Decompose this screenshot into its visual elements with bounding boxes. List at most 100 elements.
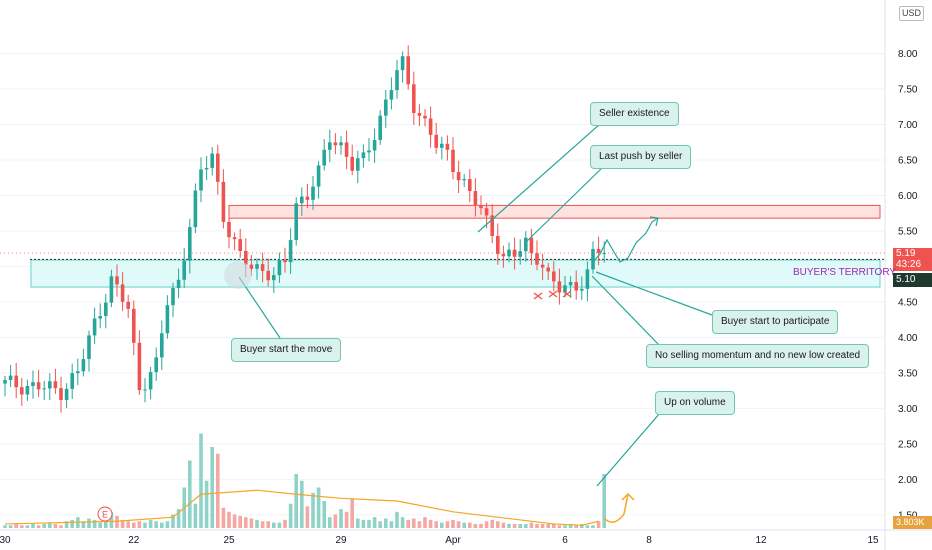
callout-last-push[interactable]: Last push by seller: [590, 145, 692, 169]
candle-body: [563, 285, 567, 293]
volume-bar: [255, 519, 259, 528]
volume-bar: [53, 523, 58, 528]
candle-body: [31, 382, 35, 386]
candle-body: [333, 142, 338, 146]
candle-body: [87, 335, 91, 360]
volume-ma-line: [4, 489, 599, 526]
volume-bar: [540, 523, 545, 528]
candles: [3, 45, 606, 413]
volume-bar: [137, 521, 142, 528]
candle-body: [59, 388, 63, 401]
callout-buyer-participate[interactable]: Buyer start to participate: [712, 310, 839, 334]
candle-body: [350, 156, 354, 171]
last-price-value: 5.19: [896, 248, 916, 259]
price-tick-label: 1.50: [898, 510, 918, 521]
candle-body: [412, 84, 416, 113]
volume-up-arrow: [603, 492, 635, 523]
volume-bar: [473, 523, 478, 528]
buyers-territory-label: BUYER'S TERRITORY: [793, 267, 897, 278]
volume-bar: [154, 521, 158, 528]
price-tick-label: 8.00: [898, 49, 918, 60]
volume-bar: [232, 514, 237, 528]
volume-bar: [176, 509, 181, 528]
candle-body: [272, 275, 276, 281]
price-tick-label: 4.00: [898, 333, 918, 344]
candle-body: [143, 389, 147, 391]
volume-bar: [98, 522, 102, 528]
volume-bar: [8, 525, 13, 528]
candle-body: [540, 264, 545, 268]
volume-bar: [417, 521, 422, 528]
candle-body: [395, 70, 399, 91]
last-price-tag: 5.19 43:26: [893, 248, 932, 271]
candle-body: [596, 248, 601, 254]
candle-body: [277, 260, 282, 276]
volume-bar: [31, 523, 35, 528]
volume-bar: [221, 507, 226, 528]
callout-buyer-move[interactable]: Buyer start the move: [231, 338, 342, 362]
candle-body: [496, 235, 500, 254]
candle-body: [204, 167, 209, 170]
price-tick-label: 6.50: [898, 155, 918, 166]
volume-bar: [322, 501, 326, 528]
volume-bar: [249, 518, 254, 528]
candle-body: [42, 388, 46, 390]
volume-bar: [580, 523, 584, 528]
candle-body: [316, 165, 321, 187]
price-tick-label: 2.50: [898, 439, 918, 450]
callout-up-volume[interactable]: Up on volume: [655, 391, 735, 415]
price-tick-label: 2.00: [898, 475, 918, 486]
callout-no-selling[interactable]: No selling momentum and no new low creat…: [646, 344, 870, 368]
volume-bar: [378, 521, 382, 528]
candle-body: [199, 169, 203, 191]
candle-body: [126, 301, 130, 309]
candle-body: [602, 252, 606, 254]
callout-seller-existence[interactable]: Seller existence: [590, 102, 679, 126]
currency-label[interactable]: USD: [899, 6, 925, 21]
candle-body: [132, 308, 136, 343]
candle-body: [518, 251, 522, 257]
price-tick-label: 7.50: [898, 84, 918, 95]
candle-body: [260, 264, 265, 271]
candle-body: [356, 158, 360, 171]
volume-bar: [406, 519, 410, 528]
candle-body: [165, 305, 170, 334]
volume-bar: [596, 521, 601, 528]
candle-body: [479, 205, 483, 209]
volume-bar: [507, 523, 511, 528]
candle-body: [182, 260, 186, 280]
time-tick-label: 6: [562, 535, 568, 546]
candle-body: [160, 333, 164, 358]
candle-body: [115, 276, 119, 285]
bar-countdown: 43:26: [896, 259, 922, 270]
volume-bar: [305, 506, 310, 528]
candle-body: [216, 153, 220, 182]
price-tick-label: 6.00: [898, 191, 918, 202]
candle-body: [81, 359, 86, 372]
volume-bar: [188, 460, 192, 528]
volume-bar: [115, 515, 119, 528]
volume-bar: [311, 492, 315, 528]
candle-body: [294, 203, 298, 241]
projection-arrow: [592, 217, 659, 263]
candle-body: [378, 115, 382, 140]
candle-body: [400, 56, 405, 71]
line-price-tag: 5.10: [893, 273, 932, 287]
earnings-marker[interactable]: [97, 506, 113, 522]
time-tick-label: Apr: [445, 535, 461, 546]
candle-body: [20, 387, 24, 395]
volume-bar: [266, 521, 270, 528]
candle-body: [193, 190, 198, 228]
volume-bar: [518, 523, 522, 528]
volume-bar: [440, 522, 444, 528]
volume-bar: [524, 523, 528, 528]
candle-body: [445, 143, 450, 150]
candle-body: [76, 371, 80, 374]
candle-body: [244, 250, 248, 265]
volume-bar: [210, 447, 214, 528]
volume-bar: [468, 522, 472, 528]
candle-body: [344, 142, 349, 157]
no-new-low-marker: [562, 290, 572, 298]
candle-body: [428, 118, 433, 135]
